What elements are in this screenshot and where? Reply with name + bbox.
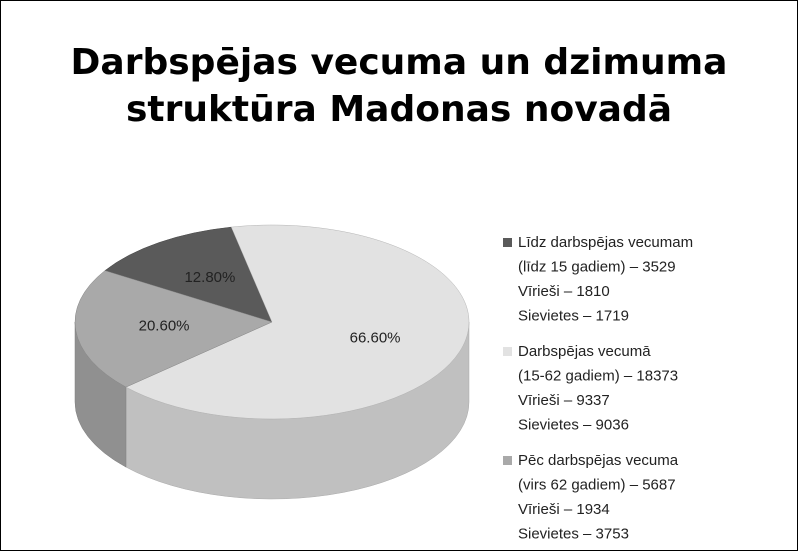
legend-swatch — [503, 238, 512, 247]
chart-title: struktūra Madonas novadā — [126, 89, 672, 130]
legend-label: Sievietes – 1719 — [518, 307, 629, 324]
slice — [74, 270, 273, 388]
legend-label: (15-62 gadiem) – 18373 — [518, 367, 678, 384]
legend-label: Pēc darbspējas vecuma — [518, 452, 679, 469]
legend-label: Vīrieši – 1810 — [518, 283, 610, 300]
legend-swatch — [503, 347, 512, 356]
legend-label: Vīrieši – 9337 — [518, 392, 610, 409]
legend-swatch — [503, 456, 512, 465]
data-label: 66.60% — [350, 329, 401, 346]
legend-label: Līdz darbspējas vecumam — [518, 234, 693, 251]
legend-label: (virs 62 gadiem) – 5687 — [518, 476, 676, 493]
slice — [104, 226, 273, 323]
data-label: 12.80% — [184, 269, 235, 286]
legend-label: Sievietes – 9036 — [518, 416, 629, 433]
legend-label: Sievietes – 3753 — [518, 525, 629, 542]
data-label: 20.60% — [139, 318, 190, 335]
legend-label: (līdz 15 gadiem) – 3529 — [518, 258, 676, 275]
chart-title: Darbspējas vecuma un dzimuma — [71, 42, 728, 83]
legend-label: Vīrieši – 1934 — [518, 501, 610, 518]
slice — [125, 224, 470, 420]
legend-label: Darbspējas vecumā — [518, 343, 651, 360]
